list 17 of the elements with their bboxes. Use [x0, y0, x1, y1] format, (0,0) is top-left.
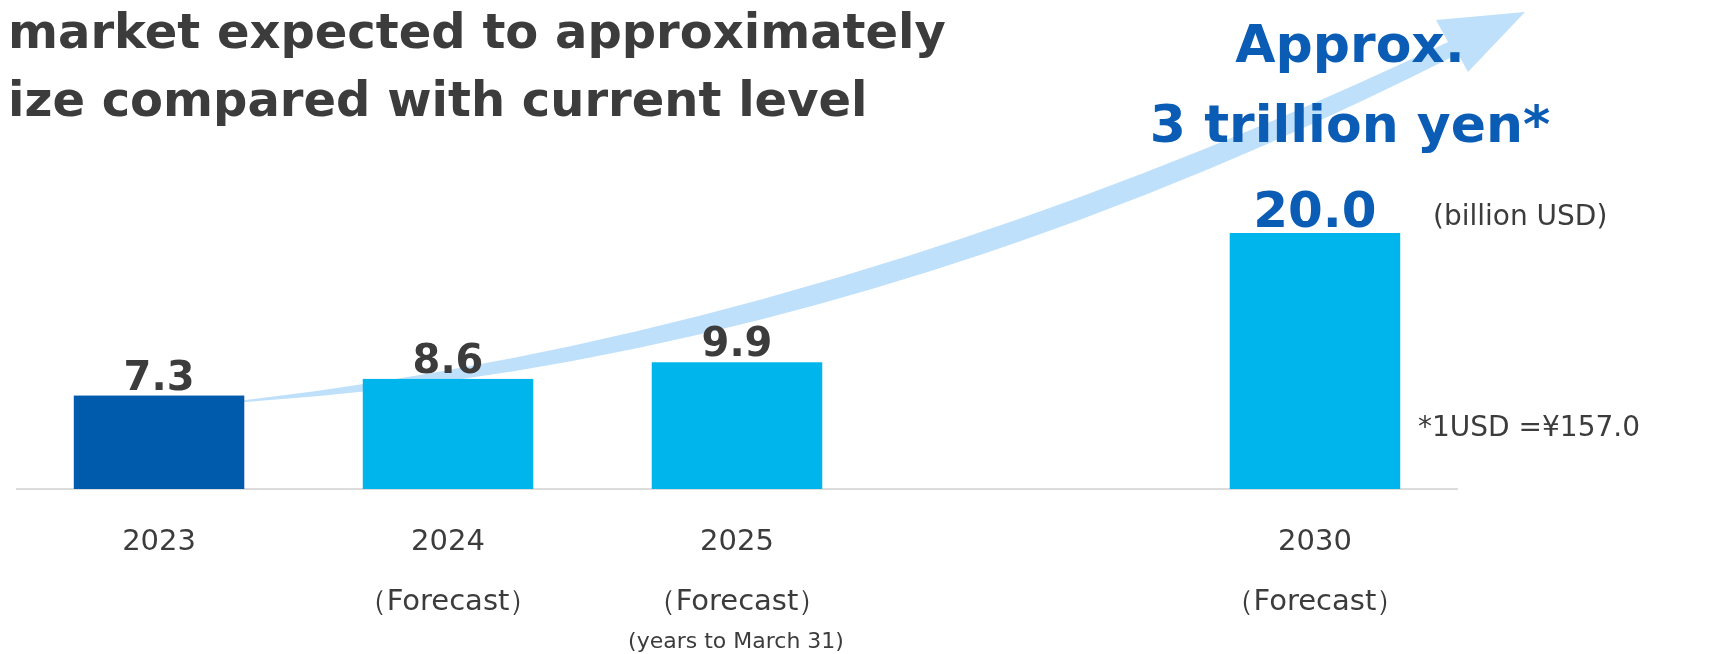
text: (years to March 31): [628, 628, 844, 653]
bar: [362, 378, 534, 489]
bar: [651, 362, 823, 489]
data-label: 9.9: [701, 319, 773, 366]
bar: [1229, 233, 1401, 489]
text: (billion USD): [1433, 199, 1608, 232]
bar: [73, 395, 245, 489]
chart-title: market expected to approximately ize compared with current level: [8, 3, 946, 127]
text: Approx. 3 trillion yen*: [1149, 14, 1551, 154]
x-tick-label: 2024 （Forecast）: [357, 523, 539, 617]
x-tick-label: 2023: [122, 523, 196, 557]
x-tick-label: 2025 （Forecast）: [646, 523, 828, 617]
annotation: *1USD =¥157.0: [1418, 410, 1640, 443]
data-label: 7.3: [123, 352, 195, 399]
data-label: 20.0: [1253, 181, 1377, 239]
x-tick-label: 2030 （Forecast）: [1224, 523, 1406, 617]
data-label: 8.6: [412, 335, 484, 382]
